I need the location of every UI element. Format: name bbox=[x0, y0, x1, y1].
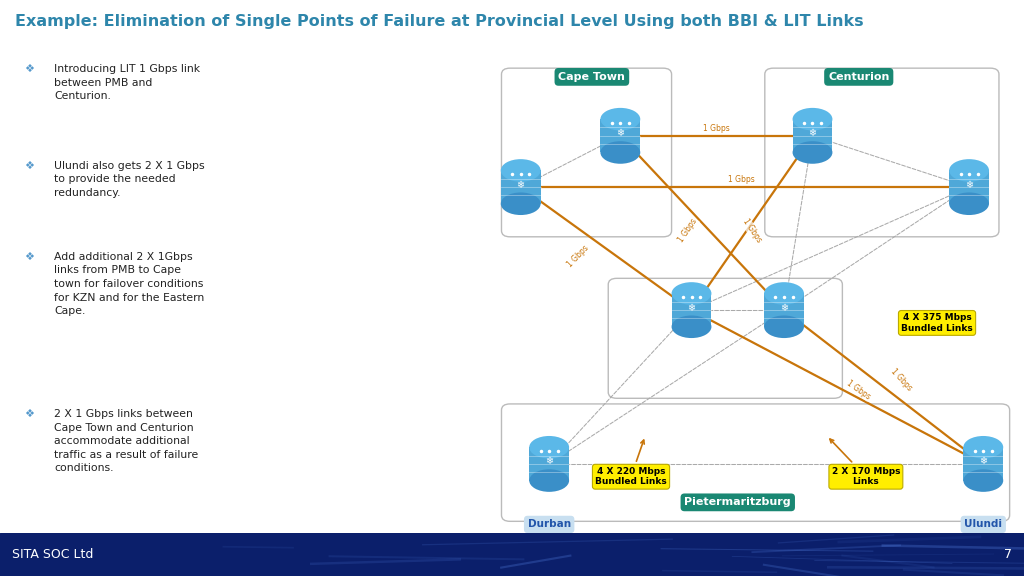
Text: Durban: Durban bbox=[527, 520, 570, 529]
Ellipse shape bbox=[529, 469, 569, 492]
Ellipse shape bbox=[949, 192, 989, 215]
Text: Ulundi: Ulundi bbox=[965, 520, 1002, 529]
Text: ❖: ❖ bbox=[25, 252, 34, 262]
Text: 2 X 170 Mbps
Links: 2 X 170 Mbps Links bbox=[829, 439, 900, 486]
Polygon shape bbox=[949, 170, 989, 204]
Text: 4 X 220 Mbps
Bundled Links: 4 X 220 Mbps Bundled Links bbox=[595, 440, 667, 486]
Ellipse shape bbox=[672, 316, 712, 338]
Text: ❄: ❄ bbox=[616, 128, 625, 138]
Text: Introducing LIT 1 Gbps link
between PMB and
Centurion.: Introducing LIT 1 Gbps link between PMB … bbox=[54, 65, 200, 101]
Ellipse shape bbox=[793, 108, 833, 130]
Text: ❄: ❄ bbox=[979, 456, 987, 467]
Ellipse shape bbox=[672, 282, 712, 305]
Text: 2 X 1 Gbps links between
Cape Town and Centurion
accommodate additional
traffic : 2 X 1 Gbps links between Cape Town and C… bbox=[54, 409, 199, 473]
Polygon shape bbox=[529, 447, 569, 480]
Polygon shape bbox=[964, 447, 1004, 480]
Text: 1 Gbps: 1 Gbps bbox=[677, 217, 699, 244]
Text: ❄: ❄ bbox=[517, 180, 524, 190]
Text: SITA SOC Ltd: SITA SOC Ltd bbox=[12, 548, 93, 561]
Text: 1 Gbps: 1 Gbps bbox=[565, 244, 590, 269]
Text: ❄: ❄ bbox=[965, 180, 973, 190]
Text: ❖: ❖ bbox=[25, 409, 34, 419]
Ellipse shape bbox=[949, 159, 989, 181]
Polygon shape bbox=[672, 293, 712, 327]
Text: Add additional 2 X 1Gbps
links from PMB to Cape
town for failover conditions
for: Add additional 2 X 1Gbps links from PMB … bbox=[54, 252, 204, 316]
Ellipse shape bbox=[964, 436, 1004, 458]
Text: Centurion: Centurion bbox=[828, 72, 890, 82]
Ellipse shape bbox=[600, 108, 640, 130]
Text: Example: Elimination of Single Points of Failure at Provincial Level Using both : Example: Elimination of Single Points of… bbox=[15, 14, 864, 29]
Ellipse shape bbox=[529, 436, 569, 458]
Text: Cape Town: Cape Town bbox=[558, 72, 626, 82]
Text: 1 Gbps: 1 Gbps bbox=[703, 124, 730, 132]
Polygon shape bbox=[793, 119, 833, 153]
Text: ❖: ❖ bbox=[25, 65, 34, 74]
Text: ❄: ❄ bbox=[687, 302, 695, 313]
Text: Pietermaritzburg: Pietermaritzburg bbox=[684, 497, 792, 507]
Text: 1 Gbps: 1 Gbps bbox=[740, 217, 763, 244]
Ellipse shape bbox=[793, 141, 833, 164]
Text: 4 X 375 Mbps
Bundled Links: 4 X 375 Mbps Bundled Links bbox=[901, 313, 973, 332]
Polygon shape bbox=[501, 170, 541, 204]
Ellipse shape bbox=[501, 192, 541, 215]
Text: 1 Gbps: 1 Gbps bbox=[889, 366, 913, 392]
Text: ❄: ❄ bbox=[808, 128, 816, 138]
Text: ❄: ❄ bbox=[545, 456, 553, 467]
Text: 1 Gbps: 1 Gbps bbox=[845, 378, 872, 401]
Ellipse shape bbox=[501, 159, 541, 181]
Text: ❖: ❖ bbox=[25, 161, 34, 170]
Ellipse shape bbox=[964, 469, 1004, 492]
Text: 1 Gbps: 1 Gbps bbox=[728, 175, 755, 184]
Ellipse shape bbox=[764, 316, 804, 338]
Text: Ulundi also gets 2 X 1 Gbps
to provide the needed
redundancy.: Ulundi also gets 2 X 1 Gbps to provide t… bbox=[54, 161, 205, 198]
Ellipse shape bbox=[764, 282, 804, 305]
Text: ❄: ❄ bbox=[780, 302, 788, 313]
Polygon shape bbox=[764, 293, 804, 327]
Text: 7: 7 bbox=[1004, 548, 1012, 561]
Polygon shape bbox=[600, 119, 640, 153]
Ellipse shape bbox=[600, 141, 640, 164]
